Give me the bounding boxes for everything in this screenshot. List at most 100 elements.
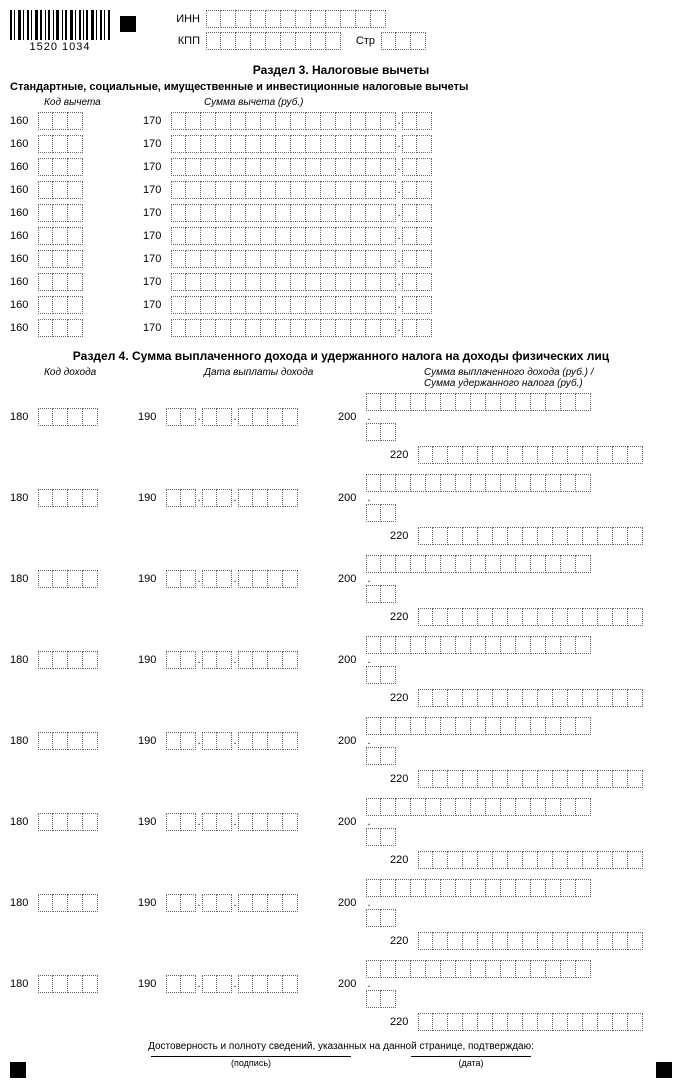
payment-date-cells[interactable]: .. bbox=[166, 813, 298, 831]
deduction-sum-int[interactable] bbox=[171, 112, 396, 130]
income-amount-int[interactable] bbox=[366, 879, 591, 897]
deduction-sum-dec[interactable] bbox=[402, 135, 432, 153]
s4-group: 180190..200.220 bbox=[10, 393, 672, 464]
income-amount-int[interactable] bbox=[366, 555, 591, 573]
footer-text: Достоверность и полноту сведений, указан… bbox=[10, 1041, 672, 1052]
income-code-cells[interactable] bbox=[38, 813, 98, 831]
decimal-separator: . bbox=[366, 897, 372, 909]
deduction-code-cells[interactable] bbox=[38, 181, 83, 199]
income-amount-int[interactable] bbox=[366, 798, 591, 816]
income-amount-dec[interactable] bbox=[366, 828, 591, 846]
income-code-cells[interactable] bbox=[38, 732, 98, 750]
payment-date-cells[interactable]: .. bbox=[166, 570, 298, 588]
income-amount-dec[interactable] bbox=[366, 504, 591, 522]
row-num-190: 190 bbox=[138, 978, 166, 990]
tax-withheld-cells[interactable] bbox=[418, 932, 643, 950]
deduction-code-cells[interactable] bbox=[38, 319, 83, 337]
deduction-sum-dec[interactable] bbox=[402, 250, 432, 268]
deduction-sum-dec[interactable] bbox=[402, 158, 432, 176]
page-cells[interactable] bbox=[381, 32, 426, 50]
tax-withheld-cells[interactable] bbox=[418, 446, 643, 464]
income-amount-dec[interactable] bbox=[366, 990, 591, 1008]
deduction-sum-int[interactable] bbox=[171, 296, 396, 314]
deduction-sum-int[interactable] bbox=[171, 273, 396, 291]
tax-withheld-cells[interactable] bbox=[418, 851, 643, 869]
s3-row: 160170. bbox=[10, 296, 672, 314]
inn-cells[interactable] bbox=[206, 10, 386, 28]
tax-withheld-cells[interactable] bbox=[418, 689, 643, 707]
deduction-sum-int[interactable] bbox=[171, 250, 396, 268]
deduction-code-cells[interactable] bbox=[38, 296, 83, 314]
income-code-cells[interactable] bbox=[38, 894, 98, 912]
deduction-sum-dec[interactable] bbox=[402, 227, 432, 245]
deduction-code-cells[interactable] bbox=[38, 227, 83, 245]
deduction-sum-dec[interactable] bbox=[402, 181, 432, 199]
kpp-cells[interactable] bbox=[206, 32, 341, 50]
row-num-200: 200 bbox=[338, 978, 366, 990]
deduction-code-cells[interactable] bbox=[38, 273, 83, 291]
s3-row: 160170. bbox=[10, 135, 672, 153]
row-num-160: 160 bbox=[10, 230, 38, 242]
income-amount-int[interactable] bbox=[366, 393, 591, 411]
s3-col-code: Код вычета bbox=[10, 97, 170, 108]
income-code-cells[interactable] bbox=[38, 408, 98, 426]
income-code-cells[interactable] bbox=[38, 651, 98, 669]
deduction-sum-dec[interactable] bbox=[402, 273, 432, 291]
deduction-code-cells[interactable] bbox=[38, 250, 83, 268]
deduction-sum-int[interactable] bbox=[171, 135, 396, 153]
income-code-cells[interactable] bbox=[38, 975, 98, 993]
decimal-separator: . bbox=[366, 573, 372, 585]
deduction-sum-int[interactable] bbox=[171, 204, 396, 222]
section3-subtitle: Стандартные, социальные, имущественные и… bbox=[10, 81, 672, 93]
decimal-separator: . bbox=[366, 816, 372, 828]
deduction-sum-dec[interactable] bbox=[402, 112, 432, 130]
income-amount-int[interactable] bbox=[366, 474, 591, 492]
deduction-code-cells[interactable] bbox=[38, 204, 83, 222]
section4-title: Раздел 4. Сумма выплаченного дохода и уд… bbox=[10, 349, 672, 363]
income-amount-int[interactable] bbox=[366, 717, 591, 735]
deduction-sum-dec[interactable] bbox=[402, 319, 432, 337]
deduction-code-cells[interactable] bbox=[38, 135, 83, 153]
income-code-cells[interactable] bbox=[38, 489, 98, 507]
deduction-sum-dec[interactable] bbox=[402, 296, 432, 314]
payment-date-cells[interactable]: .. bbox=[166, 894, 298, 912]
row-num-170: 170 bbox=[143, 253, 171, 265]
income-amount-dec[interactable] bbox=[366, 585, 591, 603]
row-num-220: 220 bbox=[390, 935, 418, 947]
row-num-220: 220 bbox=[390, 449, 418, 461]
income-code-cells[interactable] bbox=[38, 570, 98, 588]
income-amount-dec[interactable] bbox=[366, 909, 591, 927]
deduction-sum-int[interactable] bbox=[171, 181, 396, 199]
payment-date-cells[interactable]: .. bbox=[166, 975, 298, 993]
income-amount-int[interactable] bbox=[366, 636, 591, 654]
tax-withheld-cells[interactable] bbox=[418, 608, 643, 626]
deduction-sum-int[interactable] bbox=[171, 158, 396, 176]
deduction-code-cells[interactable] bbox=[38, 158, 83, 176]
date-line[interactable]: (дата) bbox=[411, 1056, 531, 1068]
row-num-170: 170 bbox=[143, 115, 171, 127]
tax-withheld-cells[interactable] bbox=[418, 770, 643, 788]
payment-date-cells[interactable]: .. bbox=[166, 408, 298, 426]
section3-title: Раздел 3. Налоговые вычеты bbox=[10, 63, 672, 77]
tax-withheld-cells[interactable] bbox=[418, 1013, 643, 1031]
income-amount-dec[interactable] bbox=[366, 666, 591, 684]
income-amount-dec[interactable] bbox=[366, 423, 591, 441]
deduction-sum-int[interactable] bbox=[171, 319, 396, 337]
section-3: Раздел 3. Налоговые вычеты Стандартные, … bbox=[10, 63, 672, 337]
deduction-sum-dec[interactable] bbox=[402, 204, 432, 222]
payment-date-cells[interactable]: .. bbox=[166, 732, 298, 750]
row-num-190: 190 bbox=[138, 492, 166, 504]
payment-date-cells[interactable]: .. bbox=[166, 489, 298, 507]
s3-col-sum: Сумма вычета (руб.) bbox=[170, 97, 672, 108]
signature-line[interactable]: (подпись) bbox=[151, 1056, 351, 1068]
decimal-separator: . bbox=[366, 978, 372, 990]
row-num-200: 200 bbox=[338, 816, 366, 828]
tax-withheld-cells[interactable] bbox=[418, 527, 643, 545]
income-amount-dec[interactable] bbox=[366, 747, 591, 765]
payment-date-cells[interactable]: .. bbox=[166, 651, 298, 669]
income-amount-int[interactable] bbox=[366, 960, 591, 978]
row-num-180: 180 bbox=[10, 411, 38, 423]
deduction-sum-int[interactable] bbox=[171, 227, 396, 245]
deduction-code-cells[interactable] bbox=[38, 112, 83, 130]
row-num-170: 170 bbox=[143, 276, 171, 288]
